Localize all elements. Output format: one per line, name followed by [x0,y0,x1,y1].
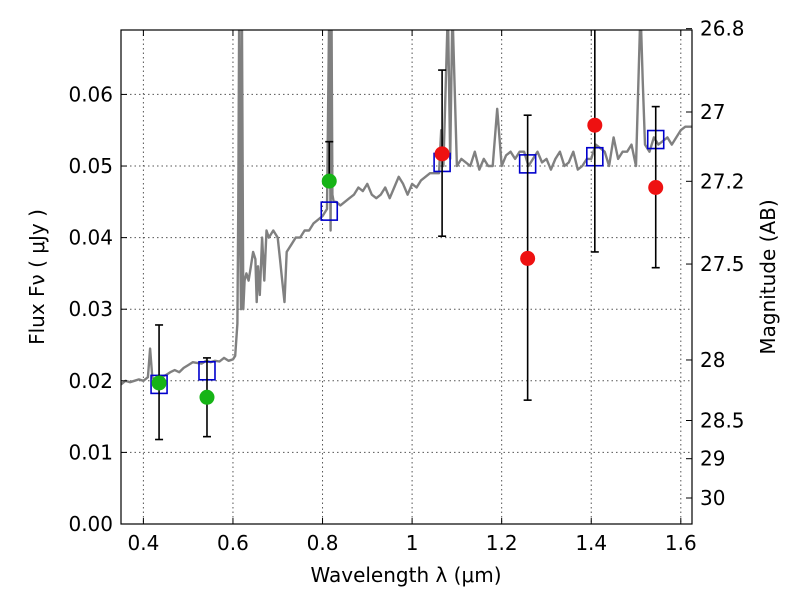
y2-tick-label: 27.5 [700,252,745,276]
model-square-marker [320,201,339,221]
x-tick-label: 1.2 [486,531,518,555]
x-tick-label: 0.8 [307,531,339,555]
spectrum-line [121,30,692,386]
y2-axis-title: Magnitude (AB) [756,199,780,354]
plot-frame [120,29,693,525]
y2-tick-label: 30 [700,486,725,510]
plot-area [121,30,692,441]
y-tick-label: 0.02 [68,369,113,393]
x-tick-label: 0.6 [217,531,249,555]
x-tick-label: 0.4 [127,531,159,555]
x-tick-label: 1.4 [575,531,607,555]
y-axis-title: Flux Fν ( μJy ) [25,209,49,345]
x-tick-label: 1.6 [665,531,697,555]
red-point [520,250,536,266]
y-tick-label: 0.03 [68,297,113,321]
y-tick-label: 0.05 [68,154,113,178]
y2-tick-label: 28 [700,348,725,372]
grid [121,30,692,524]
axis-ticks [121,28,692,525]
red-point [587,117,603,133]
y-tick-label: 0.00 [68,512,113,536]
red-point [434,146,450,162]
green-point [151,375,167,391]
y2-tick-label: 27.2 [700,169,745,193]
green-point [199,389,215,405]
x-axis-title: Wavelength λ (μm) [310,563,501,587]
y2-tick-label: 28.5 [700,409,745,433]
y-tick-label: 0.04 [68,226,113,250]
axis-labels: 0.4 0.6 0.8 1 1.2 1.4 1.6 0.00 0.01 0.02 0.03 0.04 0… [68,17,744,555]
red-point [648,180,664,196]
y2-tick-label: 29 [700,447,725,471]
x-tick-label: 1 [406,531,419,555]
y2-tick-label: 27 [700,100,725,124]
green-point [321,173,337,189]
y-tick-label: 0.06 [68,82,113,106]
y-tick-label: 0.01 [68,440,113,464]
y2-tick-label: 26.8 [700,17,745,41]
